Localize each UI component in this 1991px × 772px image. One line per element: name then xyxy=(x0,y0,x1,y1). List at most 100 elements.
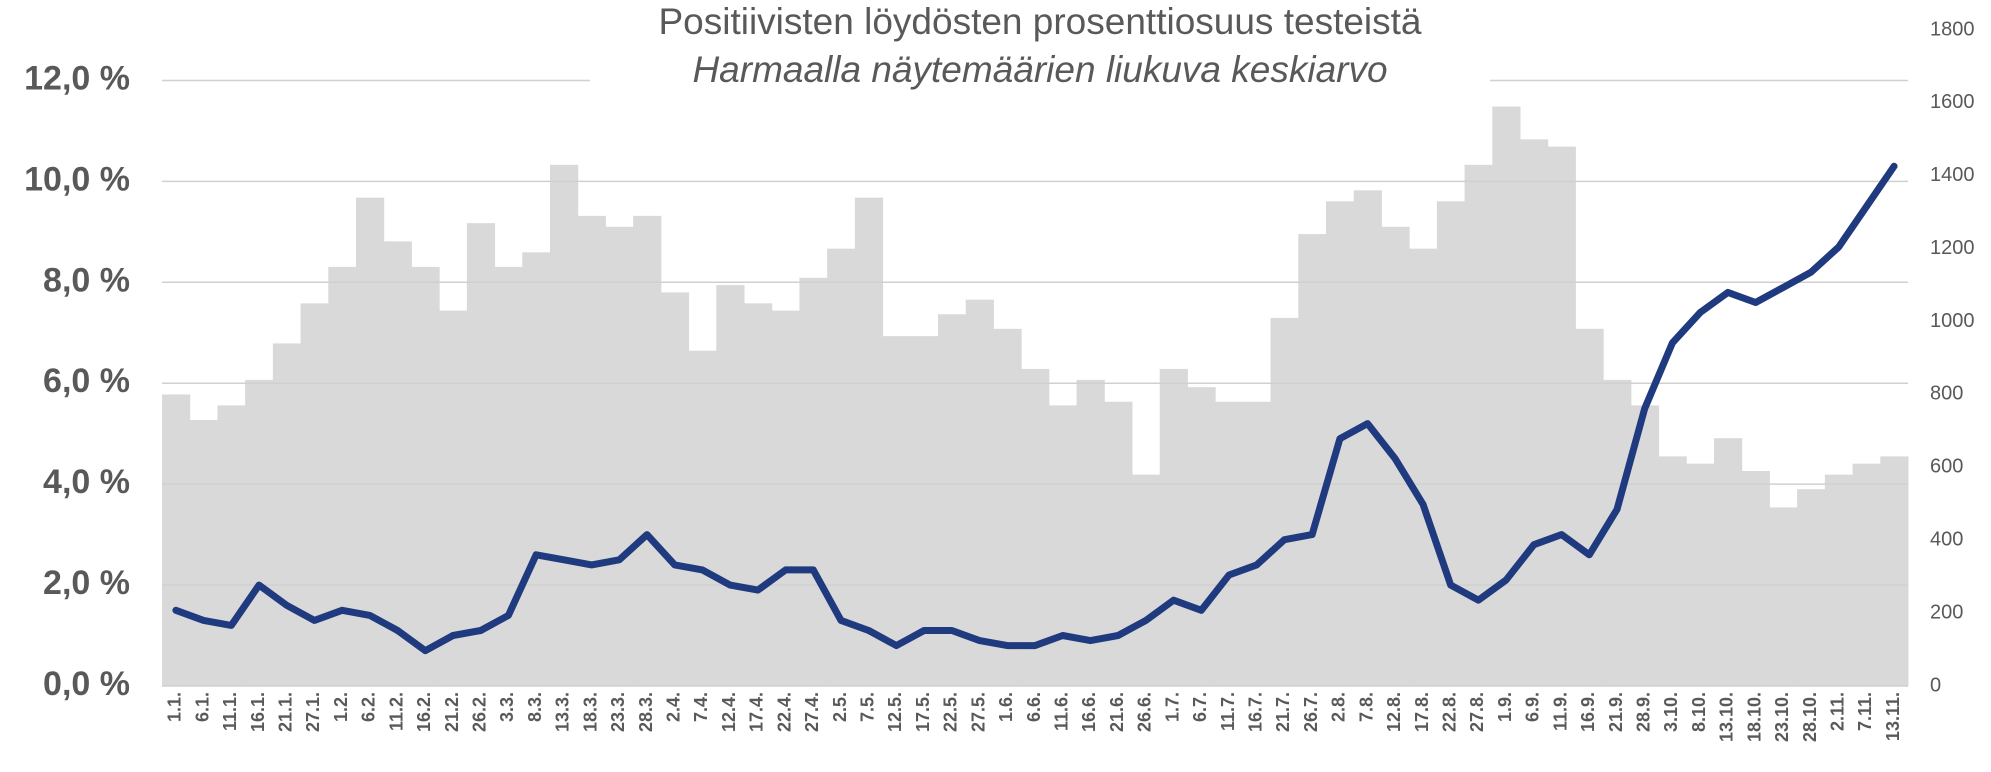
bar xyxy=(1575,328,1604,686)
x-tick-label: 2.5. xyxy=(830,692,850,722)
chart-subtitle: Harmaalla näytemäärien liukuva keskiarvo xyxy=(692,49,1387,90)
x-tick-label: 27.4. xyxy=(802,692,822,732)
bar xyxy=(1242,401,1272,686)
x-tick-label: 16.7. xyxy=(1245,692,1265,732)
bar xyxy=(411,266,440,686)
bar xyxy=(328,266,357,686)
x-tick-label: 22.5. xyxy=(941,692,961,732)
bar xyxy=(965,299,994,686)
x-tick-label: 6.2. xyxy=(359,692,379,722)
bar xyxy=(189,419,218,686)
x-tick-label: 1.7. xyxy=(1162,692,1182,722)
bar xyxy=(1492,106,1521,687)
x-tick-label: 13.3. xyxy=(553,692,573,732)
bar xyxy=(633,215,662,686)
bar xyxy=(938,314,967,686)
y-tick-label: 6,0 % xyxy=(43,362,130,400)
bar xyxy=(272,343,302,686)
bar xyxy=(660,292,690,686)
x-tick-label: 3.10. xyxy=(1661,692,1681,732)
bar xyxy=(383,241,412,686)
bar xyxy=(1520,139,1549,687)
plot-area: 0,0 % 2,0 % 4,0 % 6,0 % 8,0 % 10,0 % 12,0 % 0 20… xyxy=(24,18,1974,742)
x-tick-label: 1.2. xyxy=(331,692,351,722)
bar xyxy=(605,226,634,687)
bar xyxy=(1104,401,1133,686)
bar xyxy=(245,379,274,686)
x-tick-label: 6.9. xyxy=(1523,692,1543,722)
x-tick-label: 11.2. xyxy=(386,692,406,731)
x-tick-label: 22.8. xyxy=(1439,692,1459,732)
x-tick-label: 27.8. xyxy=(1467,692,1487,732)
x-tick-label: 12.5. xyxy=(885,692,905,732)
x-tick-label: 18.10. xyxy=(1744,692,1764,742)
x-tick-label: 18.3. xyxy=(580,692,600,732)
bar xyxy=(1436,201,1466,687)
bar xyxy=(1741,470,1770,686)
x-tick-label: 23.10. xyxy=(1772,692,1792,742)
x-tick-label: 2.4. xyxy=(663,692,683,722)
bar xyxy=(688,350,717,686)
x-tick-label: 2.11. xyxy=(1827,692,1847,731)
x-tick-label: 26.7. xyxy=(1301,692,1321,732)
y-tick-label: 10,0 % xyxy=(24,160,130,198)
x-tick-label: 23.3. xyxy=(608,692,628,732)
bar xyxy=(1409,248,1438,686)
x-tick-label: 2.8. xyxy=(1329,692,1349,722)
bar xyxy=(162,394,191,686)
bar xyxy=(466,223,496,686)
x-tick-label: 1.1. xyxy=(165,692,185,722)
bar xyxy=(300,303,329,686)
x-tick-label: 17.8. xyxy=(1412,692,1432,732)
bar xyxy=(716,285,745,686)
bar xyxy=(522,252,551,687)
bar xyxy=(1686,463,1715,686)
y-tick-label: 2,0 % xyxy=(43,564,130,602)
bar xyxy=(217,405,246,686)
y-tick-label: 4,0 % xyxy=(43,463,130,501)
chart-title: Positiivisten löydösten prosenttiosuus t… xyxy=(658,1,1421,42)
bar xyxy=(1215,401,1244,686)
line xyxy=(172,162,1898,655)
y-tick-label: 12,0 % xyxy=(24,59,130,97)
x-tick-label: 11.1. xyxy=(220,692,240,731)
y2-tick-label: 400 xyxy=(1930,529,1963,551)
x-tick-label: 8.3. xyxy=(525,692,545,722)
x-tick-label: 6.1. xyxy=(192,692,212,722)
bar xyxy=(439,310,468,686)
x-tick-label: 17.4. xyxy=(747,692,767,732)
x-tick-label: 7.11. xyxy=(1855,692,1875,731)
x-tick-label: 27.5. xyxy=(968,692,988,732)
x-tick-label: 1.6. xyxy=(996,692,1016,722)
bar xyxy=(1547,146,1576,687)
x-tick-label: 11.7. xyxy=(1218,692,1238,731)
y2-tick-label: 0 xyxy=(1930,674,1941,696)
bar xyxy=(1076,379,1105,686)
bar xyxy=(854,197,884,686)
x-tick-label: 7.5. xyxy=(857,692,877,722)
x-tick-label: 1.9. xyxy=(1495,692,1515,722)
bar xyxy=(1187,387,1216,686)
bar xyxy=(1132,474,1161,686)
bar xyxy=(827,248,856,686)
title-background xyxy=(590,2,1490,94)
y2-tick-label: 600 xyxy=(1930,456,1963,478)
x-tick-label: 12.8. xyxy=(1384,692,1404,732)
y2-tick-label: 200 xyxy=(1930,601,1963,623)
bar xyxy=(1270,317,1299,686)
x-tick-label: 11.9. xyxy=(1550,692,1570,731)
x-tick-label: 21.9. xyxy=(1606,692,1626,732)
bar xyxy=(1714,438,1743,686)
bar xyxy=(1824,474,1854,686)
x-tick-label: 27.1. xyxy=(303,692,323,732)
bar xyxy=(356,197,385,686)
bar xyxy=(1298,234,1327,687)
bar xyxy=(882,336,911,686)
x-tick-label: 17.5. xyxy=(913,692,933,732)
x-tick-label: 8.10. xyxy=(1689,692,1709,732)
y2-tick-label: 800 xyxy=(1930,383,1963,405)
x-tick-label: 6.6. xyxy=(1024,692,1044,722)
y2-tick-label: 1600 xyxy=(1930,91,1975,113)
x-tick-label: 16.2. xyxy=(414,692,434,732)
